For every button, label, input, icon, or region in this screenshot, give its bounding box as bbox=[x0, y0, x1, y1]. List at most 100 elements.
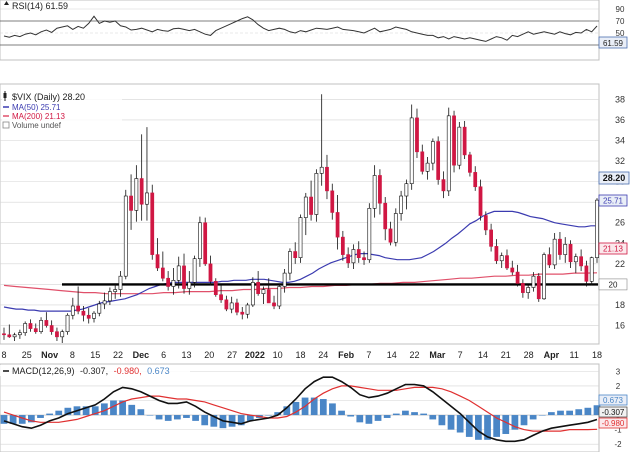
x-tick-label: 11 bbox=[570, 350, 579, 360]
macd-hist-bar bbox=[246, 415, 254, 421]
price-panel: 383634323028262422201816 $VIX (Daily) 28… bbox=[0, 83, 630, 345]
candle bbox=[446, 107, 451, 197]
candle bbox=[430, 138, 435, 171]
candle bbox=[155, 238, 160, 272]
candle bbox=[76, 286, 80, 315]
candle-body bbox=[198, 222, 202, 260]
candle bbox=[457, 122, 462, 170]
candle bbox=[330, 183, 335, 220]
x-tick-label: 18 bbox=[295, 350, 305, 360]
macd-tick-label: 2 bbox=[616, 382, 621, 391]
candle bbox=[113, 283, 118, 299]
candle-body bbox=[55, 331, 59, 338]
candle bbox=[166, 271, 171, 291]
price-tick-label: 36 bbox=[615, 115, 625, 125]
macd-hist-bar bbox=[37, 415, 44, 418]
candle bbox=[563, 237, 568, 263]
x-tick-label: 14 bbox=[387, 350, 397, 360]
candle bbox=[521, 279, 525, 298]
macd-hist-bar bbox=[557, 410, 564, 416]
candle bbox=[547, 247, 552, 268]
x-tick-label: 2022 bbox=[245, 350, 265, 360]
rsi-tick-label: 90 bbox=[616, 5, 625, 14]
candle bbox=[319, 94, 324, 186]
macd-hist-bar bbox=[475, 415, 482, 440]
candle bbox=[219, 285, 223, 303]
candle bbox=[39, 317, 43, 334]
candle bbox=[293, 242, 298, 264]
candle-body bbox=[65, 314, 70, 332]
candle-body bbox=[187, 282, 192, 289]
macd-hist-bar bbox=[447, 415, 455, 430]
price-tick-label: 22 bbox=[615, 259, 625, 269]
candle-body bbox=[288, 251, 292, 274]
candle bbox=[171, 267, 176, 295]
candle bbox=[489, 223, 493, 252]
macd-hist-bar bbox=[173, 415, 181, 420]
candle bbox=[552, 233, 557, 269]
price-tick-label: 38 bbox=[615, 94, 625, 104]
macd-value-badge-text: -0.307 bbox=[602, 408, 625, 417]
candle-body bbox=[118, 275, 123, 290]
candle bbox=[515, 264, 520, 287]
candle bbox=[478, 179, 483, 221]
candle-body bbox=[483, 215, 488, 231]
macd-hist-bar bbox=[192, 415, 199, 421]
macd-legend-macd: -0.307, bbox=[80, 366, 108, 376]
price-legend-symbol: $VIX (Daily) 28.20 bbox=[12, 92, 85, 102]
price-legend-ma200: MA(200) 21.13 bbox=[12, 112, 65, 121]
macd-hist-bar bbox=[91, 406, 99, 416]
candle-body bbox=[515, 271, 520, 284]
macd-legend-text: MACD(12,26,9) -0.307, -0.980, 0.673 bbox=[12, 366, 170, 376]
candle bbox=[7, 324, 12, 338]
candle-body bbox=[526, 287, 531, 293]
macd-line bbox=[3, 376, 598, 443]
candle-body bbox=[39, 320, 43, 332]
candle-body bbox=[250, 282, 255, 306]
macd-hist-bar bbox=[584, 407, 592, 416]
candle-body bbox=[129, 195, 133, 211]
candle bbox=[383, 197, 388, 241]
candle-body bbox=[102, 300, 107, 305]
x-tick-label: Dec bbox=[133, 350, 150, 360]
candle bbox=[240, 307, 245, 320]
macd-signal-badge-text: -0.980 bbox=[602, 419, 625, 428]
macd-hist-bar bbox=[374, 415, 382, 421]
candle bbox=[505, 249, 509, 271]
candle bbox=[526, 285, 531, 299]
candle bbox=[250, 277, 255, 308]
candle bbox=[108, 287, 112, 305]
candle-body bbox=[367, 208, 372, 261]
candle-body bbox=[330, 190, 335, 213]
macd-hist-badge-text: 0.673 bbox=[603, 396, 624, 405]
candle-body bbox=[139, 178, 144, 205]
macd-hist-bar bbox=[456, 415, 464, 433]
candle bbox=[86, 308, 91, 324]
x-tick-label: 7 bbox=[366, 350, 371, 360]
macd-hist-bar bbox=[520, 415, 528, 426]
macd-hist-bar bbox=[511, 415, 519, 430]
candle-body bbox=[92, 312, 96, 319]
macd-hist-bar bbox=[566, 410, 574, 416]
candle-body bbox=[44, 320, 49, 326]
candle-body bbox=[293, 251, 298, 258]
candle-body bbox=[510, 267, 515, 273]
candle bbox=[579, 249, 583, 272]
candle-body bbox=[558, 238, 562, 255]
candle bbox=[393, 208, 398, 247]
candle-body bbox=[155, 254, 160, 269]
macd-hist-bar bbox=[329, 403, 336, 416]
candle bbox=[441, 171, 446, 199]
signal-line bbox=[3, 385, 598, 432]
macd-panel: 3210-1-2 MACD(12,26,9) -0.307, -0.980, 0… bbox=[0, 363, 628, 452]
candle-body bbox=[81, 310, 86, 316]
candle-body bbox=[235, 302, 239, 313]
candle bbox=[452, 110, 456, 173]
ma50-badge-text: 25.71 bbox=[603, 197, 624, 206]
candle bbox=[160, 251, 165, 282]
candle bbox=[362, 251, 366, 265]
candle-legend-icon bbox=[3, 91, 7, 101]
macd-hist-bar bbox=[128, 404, 136, 416]
macd-tick-label: -1 bbox=[614, 426, 622, 435]
candle-body bbox=[595, 199, 599, 258]
